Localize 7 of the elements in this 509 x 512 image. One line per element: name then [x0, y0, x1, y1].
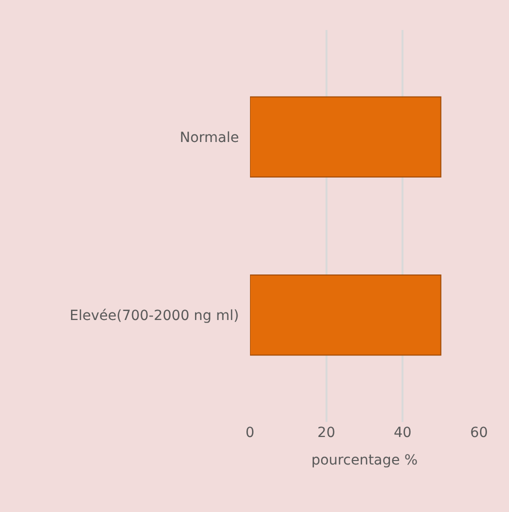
y-tick-label: Normale — [180, 130, 239, 146]
x-axis-title: pourcentage % — [311, 452, 418, 468]
x-tick-label: 20 — [317, 425, 336, 441]
x-tick-label: 60 — [470, 425, 488, 441]
y-tick-label: Elevée(700-2000 ng ml) — [70, 308, 239, 324]
x-tick-label: 0 — [246, 425, 254, 441]
x-tick-label: 40 — [394, 425, 412, 441]
